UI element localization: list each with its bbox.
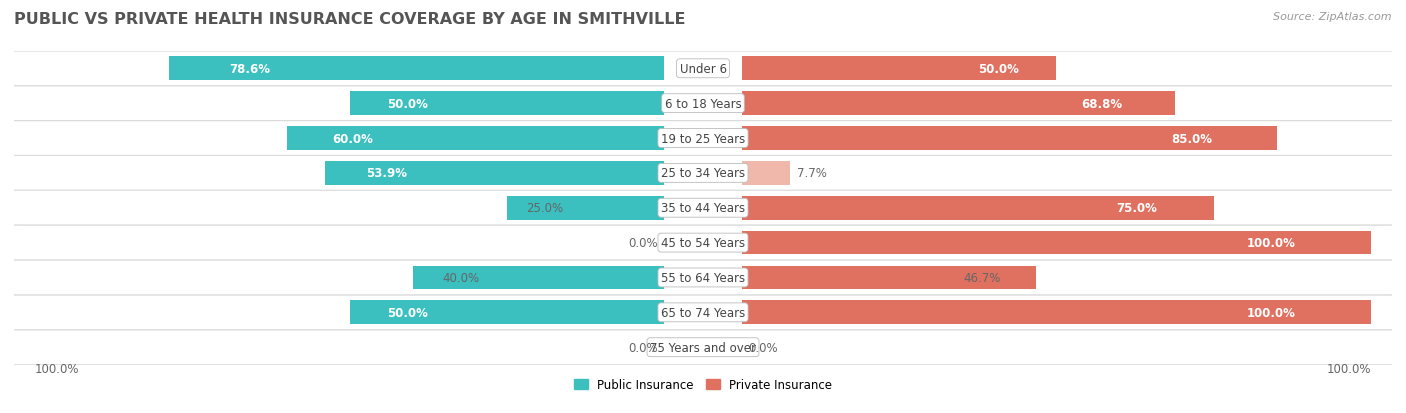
FancyBboxPatch shape — [0, 226, 1406, 261]
FancyBboxPatch shape — [0, 52, 1406, 86]
Text: 65 to 74 Years: 65 to 74 Years — [661, 306, 745, 319]
Bar — [287, 127, 665, 150]
Bar — [741, 301, 1371, 324]
FancyBboxPatch shape — [0, 191, 1406, 226]
Bar — [412, 266, 665, 290]
Text: 75 Years and over: 75 Years and over — [650, 341, 756, 354]
FancyBboxPatch shape — [0, 261, 1406, 295]
Bar — [350, 301, 665, 324]
FancyBboxPatch shape — [0, 157, 1406, 191]
Text: 53.9%: 53.9% — [366, 167, 406, 180]
Bar — [741, 127, 1277, 150]
Text: 100.0%: 100.0% — [1247, 237, 1296, 249]
Text: 100.0%: 100.0% — [35, 363, 79, 375]
Bar — [741, 266, 1036, 290]
Text: 35 to 44 Years: 35 to 44 Years — [661, 202, 745, 215]
Text: 0.0%: 0.0% — [628, 237, 658, 249]
FancyBboxPatch shape — [0, 87, 1406, 121]
Text: 100.0%: 100.0% — [1247, 306, 1296, 319]
Text: 40.0%: 40.0% — [443, 271, 479, 284]
Text: 6 to 18 Years: 6 to 18 Years — [665, 97, 741, 110]
Text: Source: ZipAtlas.com: Source: ZipAtlas.com — [1274, 12, 1392, 22]
Text: 25.0%: 25.0% — [526, 202, 562, 215]
Text: 100.0%: 100.0% — [1327, 363, 1371, 375]
Text: 25 to 34 Years: 25 to 34 Years — [661, 167, 745, 180]
FancyBboxPatch shape — [0, 226, 1406, 260]
FancyBboxPatch shape — [0, 296, 1406, 330]
Text: 50.0%: 50.0% — [388, 306, 429, 319]
FancyBboxPatch shape — [0, 191, 1406, 225]
Text: 0.0%: 0.0% — [748, 341, 778, 354]
Text: 50.0%: 50.0% — [388, 97, 429, 110]
FancyBboxPatch shape — [0, 157, 1406, 190]
Bar — [508, 197, 665, 220]
Bar — [170, 57, 665, 81]
Bar — [350, 92, 665, 116]
Bar — [325, 161, 665, 185]
FancyBboxPatch shape — [0, 330, 1406, 365]
Bar — [741, 161, 790, 185]
Bar — [741, 231, 1371, 255]
Legend: Public Insurance, Private Insurance: Public Insurance, Private Insurance — [569, 373, 837, 396]
Text: 7.7%: 7.7% — [797, 167, 827, 180]
Text: 0.0%: 0.0% — [628, 341, 658, 354]
Text: 50.0%: 50.0% — [977, 63, 1018, 76]
Text: PUBLIC VS PRIVATE HEALTH INSURANCE COVERAGE BY AGE IN SMITHVILLE: PUBLIC VS PRIVATE HEALTH INSURANCE COVER… — [14, 12, 686, 27]
Text: 45 to 54 Years: 45 to 54 Years — [661, 237, 745, 249]
Text: 19 to 25 Years: 19 to 25 Years — [661, 132, 745, 145]
Text: 60.0%: 60.0% — [332, 132, 373, 145]
FancyBboxPatch shape — [0, 261, 1406, 295]
Text: 68.8%: 68.8% — [1081, 97, 1123, 110]
FancyBboxPatch shape — [0, 122, 1406, 156]
Text: Under 6: Under 6 — [679, 63, 727, 76]
FancyBboxPatch shape — [0, 330, 1406, 364]
Text: 78.6%: 78.6% — [229, 63, 270, 76]
FancyBboxPatch shape — [0, 296, 1406, 330]
Text: 46.7%: 46.7% — [963, 271, 1000, 284]
Text: 55 to 64 Years: 55 to 64 Years — [661, 271, 745, 284]
Text: 85.0%: 85.0% — [1171, 132, 1212, 145]
FancyBboxPatch shape — [0, 52, 1406, 87]
Bar — [741, 197, 1213, 220]
FancyBboxPatch shape — [0, 87, 1406, 121]
Text: 75.0%: 75.0% — [1116, 202, 1157, 215]
Bar — [741, 92, 1175, 116]
Bar — [741, 57, 1056, 81]
FancyBboxPatch shape — [0, 122, 1406, 156]
